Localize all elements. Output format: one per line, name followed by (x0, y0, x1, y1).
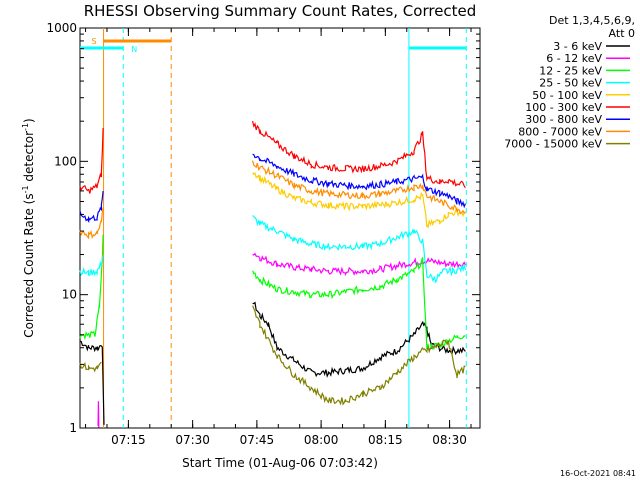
x-tick-label: 08:30 (432, 433, 467, 447)
y-tick-label: 1000 (46, 21, 77, 35)
x-tick-label: 07:30 (175, 433, 210, 447)
legend-label: 6 - 12 keV (546, 52, 602, 65)
x-axis-label: Start Time (01-Aug-06 07:03:42) (182, 456, 378, 470)
series-line-4 (252, 171, 466, 229)
x-tick-label: 07:15 (111, 433, 146, 447)
series-line-3 (79, 214, 466, 283)
y-tick-label: 100 (54, 154, 77, 168)
y-tick-label: 10 (62, 288, 77, 302)
series-line-5 (79, 120, 466, 194)
series-line-0 (79, 301, 466, 425)
legend-label: 800 - 7000 keV (518, 125, 602, 138)
series-line-1 (97, 252, 466, 428)
series-layer (79, 120, 466, 428)
legend-header-line1: Det 1,3,4,5,6,9, (549, 14, 635, 27)
legend-label: 12 - 25 keV (539, 64, 602, 77)
legend-label: 50 - 100 keV (532, 89, 602, 102)
axis-ticks: 1 10 100 1000 07:15 07:30 07:45 08:00 08:15 08:30 (46, 21, 480, 447)
legend-label: 3 - 6 keV (553, 40, 602, 53)
legend-label: 100 - 300 keV (525, 101, 602, 114)
chart-title: RHESSI Observing Summary Count Rates, Co… (84, 2, 477, 20)
x-tick-label: 08:15 (368, 433, 403, 447)
timestamp: 16-Oct-2021 08:41 (560, 469, 636, 478)
legend-header-line2: Att 0 (609, 27, 635, 40)
legend-label: 300 - 800 keV (525, 113, 602, 126)
series-line-7 (79, 160, 466, 240)
legend-label: 7000 - 15000 keV (504, 138, 602, 151)
x-tick-label: 07:45 (240, 433, 275, 447)
flag-label: S (92, 37, 97, 46)
legend-label: 25 - 50 keV (539, 77, 602, 90)
series-line-8 (79, 305, 466, 406)
plot-frame (79, 27, 481, 429)
series-line-2 (79, 234, 466, 351)
observing-flags: SN (80, 28, 467, 428)
y-tick-label: 1 (69, 421, 77, 435)
series-line-6 (79, 153, 466, 224)
y-axis-label: Corrected Count Rate (s-1 detector-1) (21, 118, 36, 337)
x-tick-label: 08:00 (304, 433, 339, 447)
flag-label: N (131, 45, 137, 54)
